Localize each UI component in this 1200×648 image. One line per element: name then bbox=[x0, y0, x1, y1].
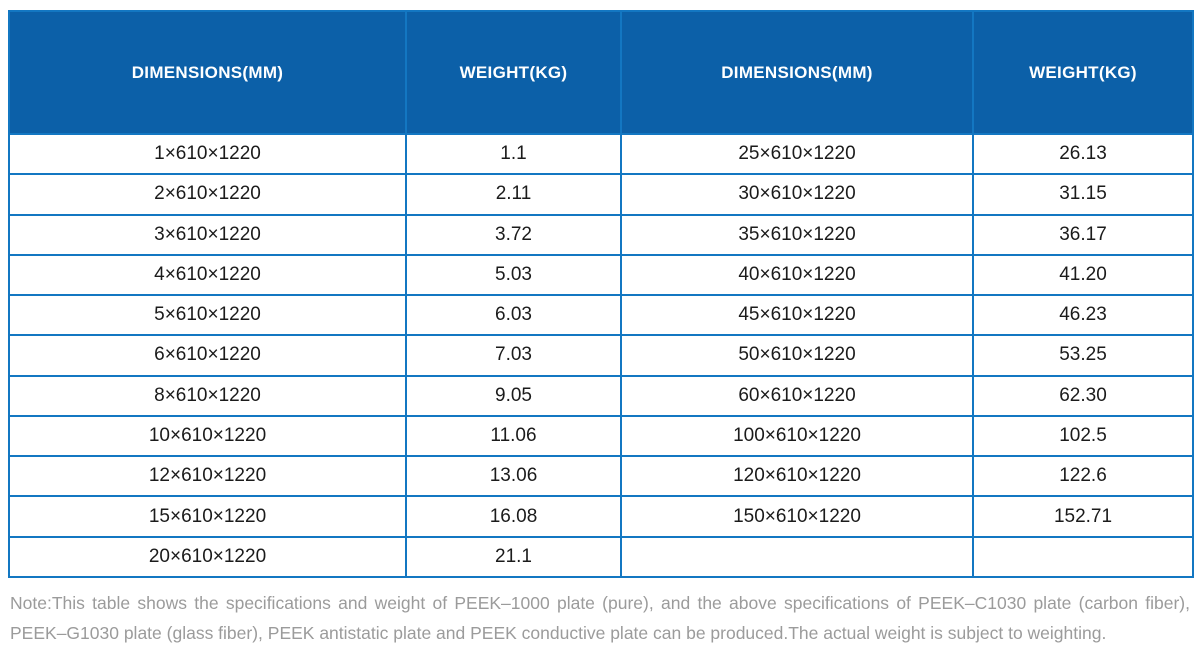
dimensions-cell: 1×610×1220 bbox=[8, 132, 407, 176]
table-row: 4×610×1220 5.03 40×610×1220 41.20 bbox=[8, 253, 1194, 297]
weight-cell: 9.05 bbox=[405, 374, 622, 417]
header-dimensions-right: DIMENSIONS(MM) bbox=[620, 10, 974, 135]
dimensions-cell: 10×610×1220 bbox=[8, 414, 407, 458]
dimensions-cell: 50×610×1220 bbox=[620, 334, 974, 377]
weight-cell: 62.30 bbox=[972, 374, 1194, 417]
weight-cell: 11.06 bbox=[405, 414, 622, 458]
weight-cell: 16.08 bbox=[405, 495, 622, 538]
table-row: 8×610×1220 9.05 60×610×1220 62.30 bbox=[8, 374, 1194, 417]
header-dimensions-left: DIMENSIONS(MM) bbox=[8, 10, 407, 135]
dimensions-cell: 60×610×1220 bbox=[620, 374, 974, 417]
weight-cell: 152.71 bbox=[972, 495, 1194, 538]
dimensions-cell: 100×610×1220 bbox=[620, 414, 974, 458]
weight-cell bbox=[972, 535, 1194, 579]
dimensions-cell: 40×610×1220 bbox=[620, 253, 974, 297]
dimensions-cell: 120×610×1220 bbox=[620, 455, 974, 498]
weight-cell: 7.03 bbox=[405, 334, 622, 377]
weight-cell: 6.03 bbox=[405, 294, 622, 337]
table-row: 6×610×1220 7.03 50×610×1220 53.25 bbox=[8, 334, 1194, 377]
dimensions-cell: 30×610×1220 bbox=[620, 173, 974, 216]
dimensions-cell: 4×610×1220 bbox=[8, 253, 407, 297]
dimensions-cell: 20×610×1220 bbox=[8, 535, 407, 579]
weight-cell: 21.1 bbox=[405, 535, 622, 579]
dimensions-cell: 8×610×1220 bbox=[8, 374, 407, 417]
dimensions-cell: 15×610×1220 bbox=[8, 495, 407, 538]
table-row: 15×610×1220 16.08 150×610×1220 152.71 bbox=[8, 495, 1194, 538]
weight-cell: 5.03 bbox=[405, 253, 622, 297]
footnote-line-2: PEEK–G1030 plate (glass fiber), PEEK ant… bbox=[10, 623, 1107, 643]
dimensions-cell: 12×610×1220 bbox=[8, 455, 407, 498]
weight-cell: 41.20 bbox=[972, 253, 1194, 297]
table-body: 1×610×1220 1.1 25×610×1220 26.13 2×610×1220 2… bbox=[8, 132, 1194, 579]
table-row: 1×610×1220 1.1 25×610×1220 26.13 bbox=[8, 132, 1194, 176]
dimensions-cell: 5×610×1220 bbox=[8, 294, 407, 337]
weight-cell: 13.06 bbox=[405, 455, 622, 498]
table-row: 2×610×1220 2.11 30×610×1220 31.15 bbox=[8, 173, 1194, 216]
dimensions-cell: 6×610×1220 bbox=[8, 334, 407, 377]
dimensions-cell: 35×610×1220 bbox=[620, 213, 974, 256]
dimensions-cell: 2×610×1220 bbox=[8, 173, 407, 216]
header-weight-right: WEIGHT(KG) bbox=[972, 10, 1194, 135]
table-row: 5×610×1220 6.03 45×610×1220 46.23 bbox=[8, 294, 1194, 337]
weight-cell: 46.23 bbox=[972, 294, 1194, 337]
table-row: 10×610×1220 11.06 100×610×1220 102.5 bbox=[8, 414, 1194, 458]
weight-cell: 36.17 bbox=[972, 213, 1194, 256]
table-row: 12×610×1220 13.06 120×610×1220 122.6 bbox=[8, 455, 1194, 498]
table-row: 20×610×1220 21.1 bbox=[8, 535, 1194, 579]
weight-cell: 1.1 bbox=[405, 132, 622, 176]
header-row: DIMENSIONS(MM) WEIGHT(KG) DIMENSIONS(MM)… bbox=[8, 10, 1194, 135]
weight-cell: 122.6 bbox=[972, 455, 1194, 498]
footnote: Note:This table shows the specifications… bbox=[10, 588, 1190, 648]
weight-cell: 102.5 bbox=[972, 414, 1194, 458]
weight-cell: 3.72 bbox=[405, 213, 622, 256]
table-row: 3×610×1220 3.72 35×610×1220 36.17 bbox=[8, 213, 1194, 256]
dimensions-cell: 45×610×1220 bbox=[620, 294, 974, 337]
weight-cell: 31.15 bbox=[972, 173, 1194, 216]
table-header: DIMENSIONS(MM) WEIGHT(KG) DIMENSIONS(MM)… bbox=[8, 10, 1194, 135]
footnote-line-1: Note:This table shows the specifications… bbox=[10, 593, 1190, 613]
header-weight-left: WEIGHT(KG) bbox=[405, 10, 622, 135]
dimensions-cell: 150×610×1220 bbox=[620, 495, 974, 538]
weight-cell: 2.11 bbox=[405, 173, 622, 216]
dimensions-cell bbox=[620, 535, 974, 579]
weight-cell: 53.25 bbox=[972, 334, 1194, 377]
dimensions-cell: 25×610×1220 bbox=[620, 132, 974, 176]
weight-cell: 26.13 bbox=[972, 132, 1194, 176]
dimensions-cell: 3×610×1220 bbox=[8, 213, 407, 256]
peek-plate-spec-table: DIMENSIONS(MM) WEIGHT(KG) DIMENSIONS(MM)… bbox=[8, 10, 1194, 579]
